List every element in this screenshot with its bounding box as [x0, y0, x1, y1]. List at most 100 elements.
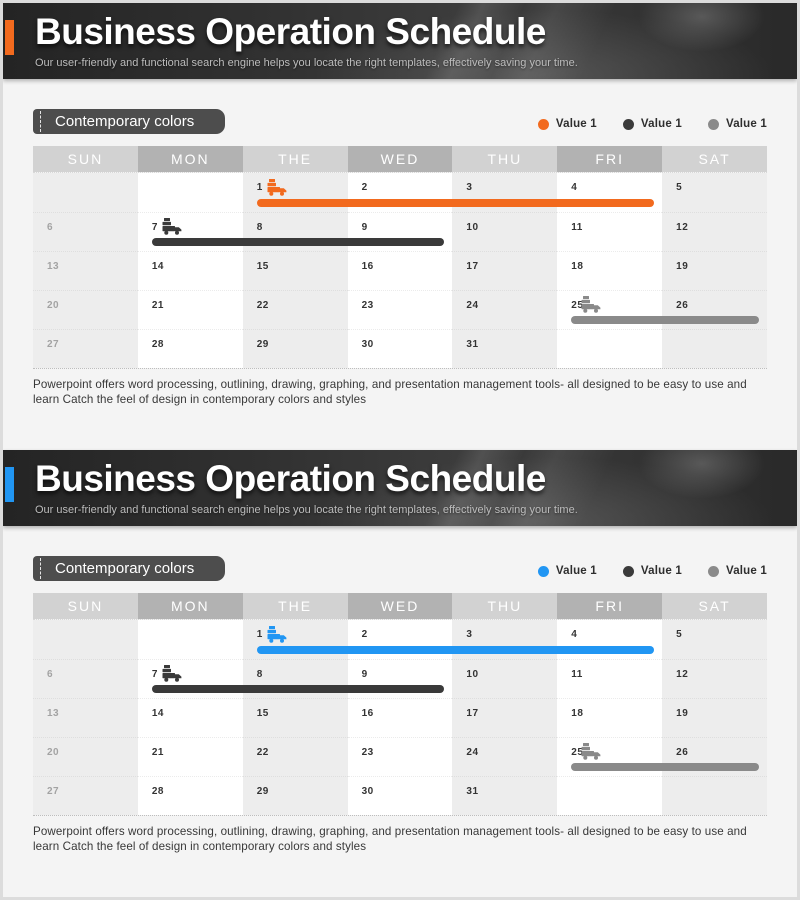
calendar-cell: 18: [557, 251, 663, 290]
calendar-cell: 12: [662, 212, 767, 251]
calendar-cell: 5: [662, 173, 767, 212]
calendar-cell: 11: [557, 659, 663, 698]
calendar-week-row: 13 14 15 16 17 18 19: [33, 251, 767, 290]
date-label: 4: [571, 182, 578, 193]
delivery-truck-icon: [267, 626, 287, 643]
delivery-truck-icon: [581, 296, 601, 313]
calendar-week-row: 6 7 8 9 10 11 12: [33, 212, 767, 251]
legend-dot-icon: [622, 118, 634, 130]
date-label: 16: [361, 708, 374, 719]
legend-dot-icon: [537, 118, 549, 130]
date-label: 1: [256, 182, 263, 193]
date-label: 21: [151, 747, 164, 758]
calendar-cell: 17: [452, 251, 558, 290]
calendar-cell: 20: [33, 737, 138, 776]
day-header-the: THE: [242, 146, 348, 172]
date-label: 24: [466, 747, 479, 758]
date-label: 12: [676, 222, 689, 233]
legend-label: Value 1: [640, 565, 682, 577]
legend-dot-icon: [707, 565, 719, 577]
legend-item: Value 1: [537, 118, 597, 130]
date-label: 9: [361, 222, 368, 233]
calendar-cell: 5: [662, 620, 767, 659]
date-label: 16: [361, 261, 374, 272]
date-label: 13: [47, 708, 60, 719]
day-header-sat: SAT: [662, 593, 767, 619]
date-label: 6: [47, 669, 54, 680]
slide-panel-orange: Business Operation Schedule Our user-fri…: [3, 3, 797, 450]
calendar-cell: 16: [347, 251, 453, 290]
date-label: 5: [676, 182, 683, 193]
day-header-sun: SUN: [33, 593, 138, 619]
slide-subtitle: Our user-friendly and functional search …: [35, 503, 578, 516]
date-label: 15: [256, 261, 269, 272]
date-label: 25: [571, 747, 584, 758]
legend-item: Value 1: [707, 118, 767, 130]
legend-dot-icon: [537, 565, 549, 577]
delivery-truck-icon: [581, 743, 601, 760]
calendar-gantt: SUN MON THE WED THU FRI SAT 1 2 3 4 5 6 7 8 9 10 11 12 13 14…: [33, 593, 767, 816]
calendar-week-row: 20 21 22 23 24 25 26: [33, 290, 767, 329]
date-label: 22: [256, 300, 269, 311]
dashed-divider-icon: [40, 558, 41, 579]
calendar-cell: [557, 776, 663, 815]
date-label: 14: [151, 261, 164, 272]
date-label: 31: [466, 786, 479, 797]
delivery-truck-icon: [267, 179, 287, 196]
legend-label: Value 1: [555, 118, 597, 130]
calendar-cell: 21: [137, 737, 243, 776]
calendar-day-header-row: SUN MON THE WED THU FRI SAT: [33, 146, 767, 173]
date-label: 30: [361, 786, 374, 797]
calendar-cell: 14: [137, 251, 243, 290]
calendar-cell: 14: [137, 698, 243, 737]
calendar-cell: 10: [452, 659, 558, 698]
section-badge-label: Contemporary colors: [55, 560, 195, 577]
date-label: 1: [256, 629, 263, 640]
date-label: 11: [571, 222, 583, 233]
date-label: 20: [47, 300, 60, 311]
calendar-cell: 13: [33, 698, 138, 737]
slide-header: Business Operation Schedule Our user-fri…: [3, 3, 797, 79]
date-label: 10: [466, 669, 479, 680]
date-label: 30: [361, 339, 374, 350]
calendar-cell: 15: [242, 698, 348, 737]
schedule-bar: [151, 238, 445, 246]
day-header-the: THE: [242, 593, 348, 619]
calendar-cell: 24: [452, 290, 558, 329]
calendar-cell: 31: [452, 776, 558, 815]
date-label: 6: [47, 222, 54, 233]
day-header-mon: MON: [137, 146, 243, 172]
date-label: 9: [361, 669, 368, 680]
calendar-cell: 12: [662, 659, 767, 698]
date-label: 17: [466, 261, 479, 272]
legend-item: Value 1: [622, 565, 682, 577]
date-label: 18: [571, 708, 584, 719]
calendar-cell: 6: [33, 659, 138, 698]
date-label: 22: [256, 747, 269, 758]
calendar-week-row: 27 28 29 30 31: [33, 329, 767, 368]
footer-text: Powerpoint offers word processing, outli…: [33, 378, 747, 406]
delivery-truck-icon: [162, 218, 182, 235]
calendar-cell: [33, 173, 138, 212]
legend: Value 1 Value 1 Value 1: [537, 118, 767, 134]
calendar-week-row: 13 14 15 16 17 18 19: [33, 698, 767, 737]
day-header-thu: THU: [452, 146, 558, 172]
legend-item: Value 1: [622, 118, 682, 130]
slide-title: Business Operation Schedule: [35, 458, 546, 499]
legend-label: Value 1: [555, 565, 597, 577]
delivery-truck-icon: [162, 665, 182, 682]
section-badge: Contemporary colors: [33, 109, 225, 134]
calendar-cell: 15: [242, 251, 348, 290]
calendar-cell: 22: [242, 290, 348, 329]
date-label: 18: [571, 261, 584, 272]
date-label: 24: [466, 300, 479, 311]
calendar-week-row: 27 28 29 30 31: [33, 776, 767, 815]
date-label: 8: [256, 669, 263, 680]
date-label: 4: [571, 629, 578, 640]
day-header-wed: WED: [347, 146, 453, 172]
date-label: 10: [466, 222, 479, 233]
calendar-cell: 27: [33, 776, 138, 815]
calendar-cell: 31: [452, 329, 558, 368]
date-label: 11: [571, 669, 583, 680]
date-label: 23: [361, 300, 374, 311]
